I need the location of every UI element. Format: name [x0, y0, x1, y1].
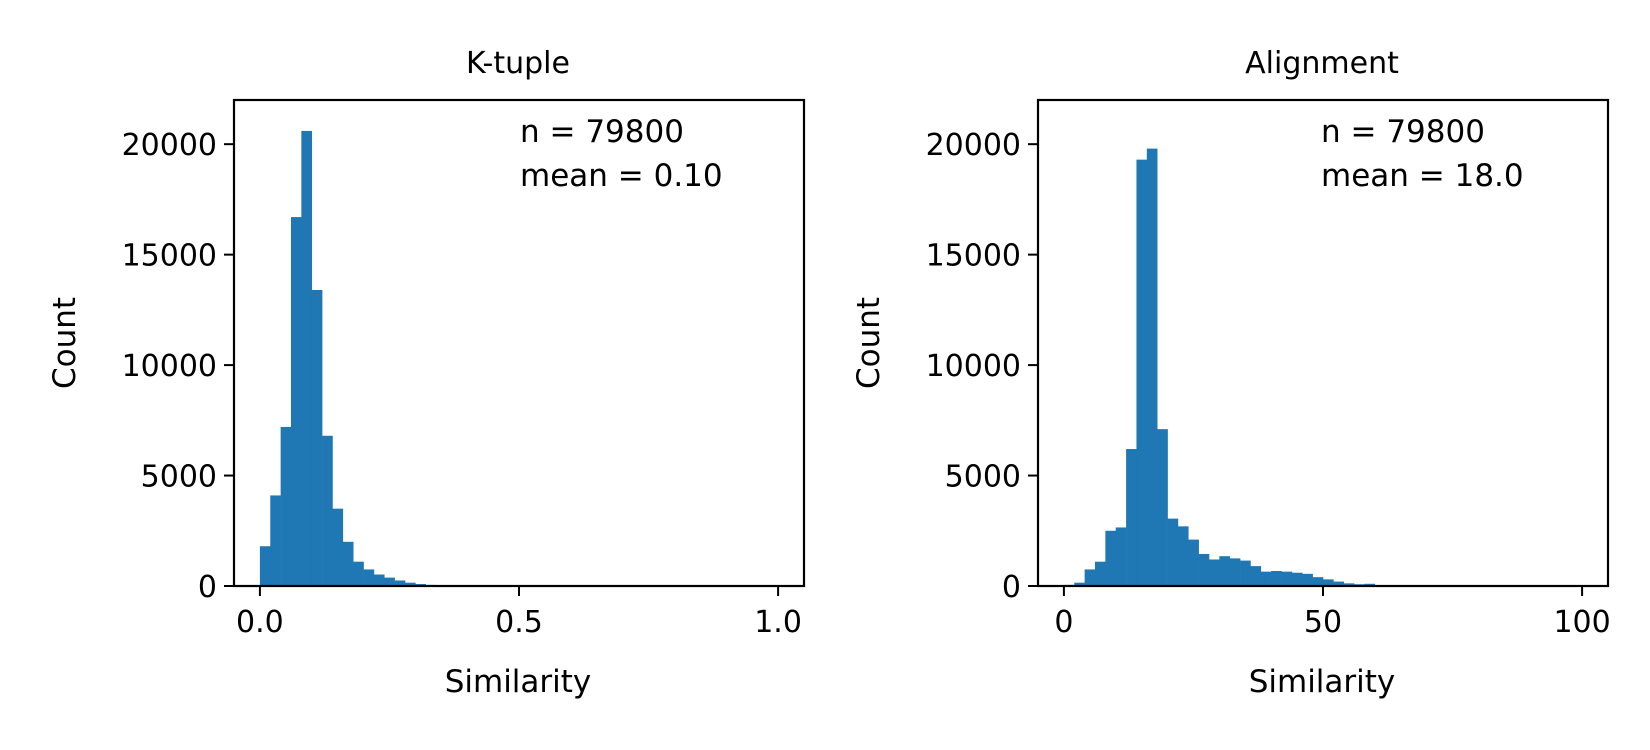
- histogram-bar: [1260, 571, 1272, 586]
- histogram-bar: [259, 546, 271, 586]
- histogram-bar: [1219, 556, 1231, 586]
- y-axis-ticks: 0 5000 10000 15000 20000: [926, 128, 1038, 605]
- histogram-bar: [1302, 573, 1313, 586]
- x-tick-label: 0: [1054, 605, 1073, 640]
- histogram-bar: [1126, 449, 1137, 586]
- histogram-bar: [1323, 579, 1334, 586]
- histogram-bar: [311, 289, 323, 586]
- annotation-mean: mean = 18.0: [1321, 158, 1524, 194]
- y-tick-label: 0: [1002, 570, 1021, 605]
- histogram-bar: [373, 574, 385, 586]
- y-tick-label: 5000: [141, 460, 217, 495]
- x-axis-ticks: 0 50 100: [1054, 586, 1611, 640]
- histogram-bar: [1167, 518, 1179, 586]
- histogram-bar: [1291, 572, 1303, 586]
- histogram-bar: [394, 580, 406, 586]
- histogram-bar: [1095, 561, 1106, 586]
- histogram-bar: [1188, 539, 1199, 586]
- histogram-bar: [1343, 583, 1355, 586]
- histogram-bar: [1198, 553, 1210, 586]
- x-axis-label: Similarity: [1249, 664, 1396, 700]
- histogram-bar: [1364, 583, 1376, 586]
- histogram-bar: [363, 569, 375, 586]
- y-tick-label: 20000: [926, 128, 1021, 163]
- annotation-n: n = 79800: [520, 114, 684, 150]
- y-tick-label: 10000: [122, 349, 217, 384]
- plot-frame: [232, 98, 806, 588]
- histogram-bar: [1136, 159, 1148, 586]
- histogram-bar: [1074, 582, 1085, 586]
- histogram-bars: [259, 130, 530, 587]
- histogram-bar: [1209, 559, 1220, 586]
- histogram-bar: [1146, 148, 1158, 586]
- panel-title: K-tuple: [466, 46, 570, 81]
- histogram-bar: [1240, 560, 1251, 586]
- histogram-bar: [1250, 566, 1262, 586]
- x-axis-label: Similarity: [445, 664, 592, 700]
- histogram-panel-ktuple: K-tuple 0 5000 10000 15000 20000 0.0 0.5 1.0 n…: [47, 46, 806, 700]
- histogram-bar: [301, 130, 313, 586]
- histogram-bar: [270, 495, 281, 586]
- histogram-bar: [1115, 527, 1127, 586]
- histogram-bar: [1229, 558, 1241, 586]
- y-axis-label: Count: [47, 297, 83, 389]
- x-tick-label: 0.0: [236, 605, 284, 640]
- y-tick-label: 5000: [945, 460, 1021, 495]
- histogram-bar: [291, 217, 302, 586]
- histogram-bar: [405, 582, 416, 586]
- histogram-bar: [1157, 429, 1168, 586]
- histogram-bar: [384, 577, 395, 586]
- histogram-bar: [322, 435, 333, 586]
- x-tick-label: 0.5: [495, 605, 543, 640]
- histogram-bar: [1084, 569, 1096, 586]
- histogram-bar: [1105, 530, 1117, 586]
- y-tick-label: 15000: [926, 239, 1021, 274]
- x-tick-label: 100: [1553, 605, 1610, 640]
- histogram-bar: [353, 561, 364, 586]
- histogram-bars: [1063, 148, 1479, 587]
- histogram-bar: [1333, 581, 1345, 586]
- x-tick-label: 50: [1304, 605, 1342, 640]
- y-axis-ticks: 0 5000 10000 15000 20000: [122, 128, 234, 605]
- histogram-panel-alignment: Alignment 0 5000 10000 15000 20000 0 50 100 n …: [851, 46, 1611, 700]
- y-tick-label: 15000: [122, 239, 217, 274]
- histogram-bar: [1281, 571, 1293, 586]
- histogram-bar: [1312, 577, 1324, 586]
- histogram-bar: [1271, 570, 1282, 586]
- y-axis-label: Count: [851, 297, 887, 389]
- plot-frame: [1036, 98, 1610, 588]
- y-tick-label: 10000: [926, 349, 1021, 384]
- annotation-mean: mean = 0.10: [520, 158, 723, 194]
- histogram-bar: [280, 426, 292, 586]
- x-axis-ticks: 0.0 0.5 1.0: [236, 586, 802, 640]
- histogram-bar: [342, 541, 354, 586]
- y-tick-label: 0: [198, 570, 217, 605]
- histogram-bar: [1177, 526, 1189, 586]
- x-tick-label: 1.0: [754, 605, 802, 640]
- annotation-n: n = 79800: [1321, 114, 1485, 150]
- histogram-bar: [332, 508, 344, 586]
- y-tick-label: 20000: [122, 128, 217, 163]
- panel-title: Alignment: [1245, 46, 1399, 81]
